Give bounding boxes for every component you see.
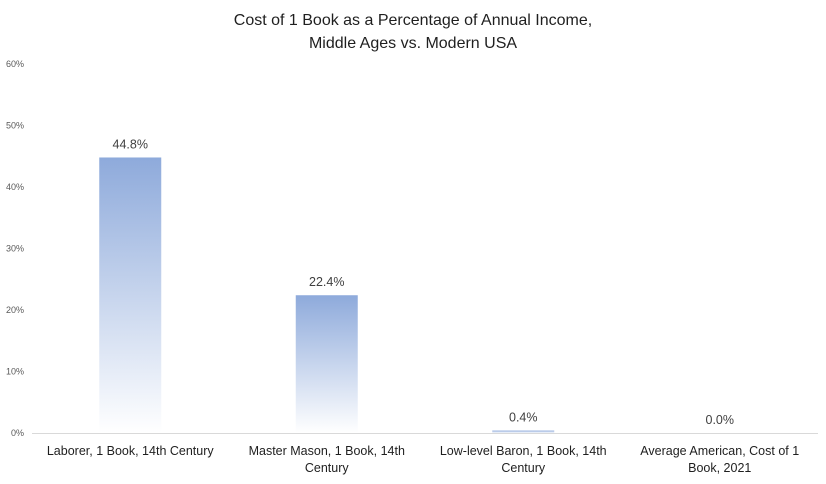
data-label: 0.4% (509, 411, 538, 425)
bar (492, 430, 555, 433)
y-tick-label: 50% (6, 121, 24, 131)
bar (99, 157, 162, 434)
x-axis: Laborer, 1 Book, 14th Century Master Maso… (47, 444, 799, 475)
data-label: 0.0% (706, 413, 735, 427)
y-tick-label: 10% (6, 367, 24, 377)
bars (99, 157, 555, 434)
data-label: 44.8% (113, 137, 148, 151)
x-category-label: Average American, Cost of 1 (640, 444, 799, 458)
x-category-label: Century (305, 461, 350, 475)
y-tick-label: 0% (11, 428, 24, 438)
chart-title-line: Cost of 1 Book as a Percentage of Annual… (234, 12, 592, 29)
x-category-label: Century (501, 461, 546, 475)
data-label: 22.4% (309, 275, 344, 289)
x-category-label: Low-level Baron, 1 Book, 14th (440, 444, 607, 458)
x-category-label: Laborer, 1 Book, 14th Century (47, 444, 215, 458)
data-labels: 44.8% 22.4% 0.4% 0.0% (113, 137, 734, 427)
y-tick-label: 30% (6, 244, 24, 254)
chart-title-line: Middle Ages vs. Modern USA (309, 35, 517, 52)
y-tick-label: 40% (6, 182, 24, 192)
bar (295, 295, 358, 433)
y-tick-label: 20% (6, 305, 24, 315)
x-category-label: Master Mason, 1 Book, 14th (249, 444, 405, 458)
chart-title: Cost of 1 Book as a Percentage of Annual… (234, 12, 592, 52)
x-category-label: Book, 2021 (688, 461, 751, 475)
y-axis: 0% 10% 20% 30% 40% 50% 60% (6, 59, 24, 438)
y-tick-label: 60% (6, 59, 24, 69)
